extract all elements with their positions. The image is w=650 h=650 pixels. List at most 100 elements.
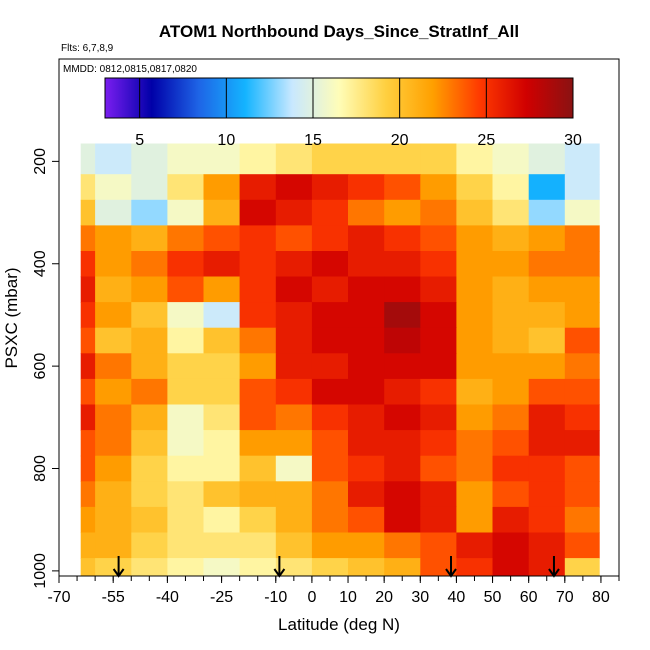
heatmap-cell <box>275 327 313 354</box>
heatmap-cell <box>95 455 132 482</box>
colorbar-tick-label: 30 <box>564 132 582 149</box>
heatmap-cell <box>528 174 566 201</box>
heatmap-cell <box>203 302 241 329</box>
heatmap-cell <box>456 378 494 406</box>
heatmap-cell <box>131 404 168 431</box>
heatmap-cell <box>80 225 96 252</box>
heatmap-cell <box>564 558 600 576</box>
heatmap-cell <box>492 225 530 252</box>
heatmap-cell <box>420 199 457 226</box>
heatmap-cell <box>80 353 96 380</box>
heatmap-cell <box>167 430 205 457</box>
heatmap-cell <box>275 276 313 303</box>
heatmap-cell <box>564 430 600 457</box>
heatmap-cell <box>492 532 530 559</box>
heatmap-cell <box>420 302 457 329</box>
heatmap-cell <box>384 404 421 431</box>
dates-note: MMDD: 0812,0815,0817,0820 <box>63 64 197 75</box>
heatmap-cell <box>384 199 421 226</box>
heatmap-cell <box>167 481 205 508</box>
x-tick-label: -40 <box>156 589 179 606</box>
heatmap-cell <box>384 327 421 354</box>
x-tick-label: 30 <box>411 589 429 606</box>
heatmap-cell <box>167 455 205 482</box>
heatmap-cell <box>167 404 205 431</box>
colorbar-tick-label: 5 <box>135 132 144 149</box>
heatmap-cell <box>203 199 241 226</box>
heatmap-cell <box>384 455 421 482</box>
heatmap-cell <box>239 225 277 252</box>
heatmap-cell <box>492 251 530 278</box>
y-tick-label: 1000 <box>32 553 49 589</box>
heatmap-cell <box>492 506 530 534</box>
heatmap-cell <box>384 506 421 534</box>
y-tick-label: 600 <box>32 353 49 380</box>
heatmap-cell <box>131 378 168 406</box>
heatmap-cell <box>348 143 385 175</box>
heatmap-cell <box>275 430 313 457</box>
colorbar: 5 10 15 20 25 30 <box>104 77 582 149</box>
heatmap-cell <box>95 558 132 576</box>
heatmap-cell <box>203 532 241 559</box>
heatmap-cell <box>420 430 457 457</box>
x-tick-label: 20 <box>375 589 393 606</box>
heatmap-cell <box>456 174 494 201</box>
heatmap-cell <box>311 302 349 329</box>
heatmap-cell <box>456 225 494 252</box>
heatmap-cell <box>275 302 313 329</box>
heatmap-cell <box>384 225 421 252</box>
heatmap-cell <box>275 558 313 576</box>
heatmap-cells <box>80 143 600 576</box>
heatmap-cell <box>564 251 600 278</box>
heatmap-cell <box>456 532 494 559</box>
y-tick-label: 200 <box>32 148 49 175</box>
heatmap-cell <box>528 327 566 354</box>
heatmap-cell <box>239 455 277 482</box>
heatmap-cell <box>131 558 168 576</box>
heatmap-cell <box>95 199 132 226</box>
heatmap-cell <box>239 276 277 303</box>
heatmap-cell <box>420 455 457 482</box>
y-axis: 200 400 600 800 1000 <box>32 148 59 589</box>
heatmap-cell <box>348 276 385 303</box>
heatmap-cell <box>564 174 600 201</box>
heatmap-cell <box>95 225 132 252</box>
heatmap-cell <box>167 199 205 226</box>
heatmap-cell <box>95 327 132 354</box>
heatmap-cell <box>131 225 168 252</box>
heatmap-cell <box>80 378 96 406</box>
heatmap-cell <box>311 353 349 380</box>
heatmap-cell <box>420 327 457 354</box>
heatmap-cell <box>203 327 241 354</box>
heatmap-cell <box>131 327 168 354</box>
colorbar-tick-label: 25 <box>477 132 495 149</box>
heatmap-cell <box>80 199 96 226</box>
heatmap-cell <box>348 532 385 559</box>
heatmap-cell <box>456 481 494 508</box>
heatmap-cell <box>492 481 530 508</box>
heatmap-cell <box>456 302 494 329</box>
heatmap-cell <box>131 353 168 380</box>
heatmap-cell <box>384 276 421 303</box>
heatmap-cell <box>348 558 385 576</box>
heatmap-cell <box>311 143 349 175</box>
heatmap-cell <box>95 251 132 278</box>
heatmap-cell <box>239 199 277 226</box>
heatmap-cell <box>167 327 205 354</box>
heatmap-cell <box>167 506 205 534</box>
heatmap-cell <box>420 506 457 534</box>
heatmap-cell <box>384 430 421 457</box>
heatmap-cell <box>131 174 168 201</box>
heatmap-cell <box>80 276 96 303</box>
heatmap-cell <box>384 143 421 175</box>
flight-arrows <box>112 556 560 578</box>
heatmap-cell <box>95 353 132 380</box>
heatmap-cell <box>564 378 600 406</box>
heatmap-cell <box>131 506 168 534</box>
heatmap-cell <box>203 225 241 252</box>
x-tick-label: -55 <box>102 589 125 606</box>
heatmap-cell <box>167 353 205 380</box>
heatmap-cell <box>492 404 530 431</box>
heatmap-cell <box>564 481 600 508</box>
heatmap-cell <box>456 558 494 576</box>
